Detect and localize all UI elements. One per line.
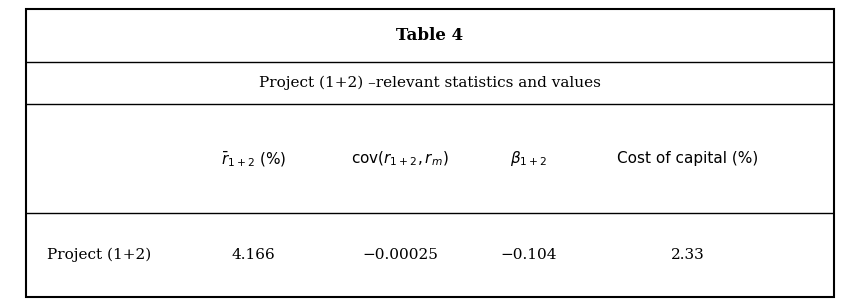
Text: Table 4: Table 4 bbox=[396, 27, 464, 44]
Text: Project (1+2): Project (1+2) bbox=[46, 248, 151, 262]
Text: 2.33: 2.33 bbox=[671, 248, 705, 262]
Text: Project (1+2) –relevant statistics and values: Project (1+2) –relevant statistics and v… bbox=[259, 76, 601, 91]
Text: 4.166: 4.166 bbox=[232, 248, 275, 262]
Text: $\mathrm{cov}(r_{1+2},r_m)$: $\mathrm{cov}(r_{1+2},r_m)$ bbox=[351, 150, 449, 168]
Text: Cost of capital (%): Cost of capital (%) bbox=[617, 151, 759, 166]
Text: $\bar{r}_{1+2}$ (%): $\bar{r}_{1+2}$ (%) bbox=[221, 149, 286, 169]
Text: $\beta_{1+2}$: $\beta_{1+2}$ bbox=[510, 149, 548, 168]
Text: −0.00025: −0.00025 bbox=[362, 248, 438, 262]
Text: −0.104: −0.104 bbox=[501, 248, 557, 262]
